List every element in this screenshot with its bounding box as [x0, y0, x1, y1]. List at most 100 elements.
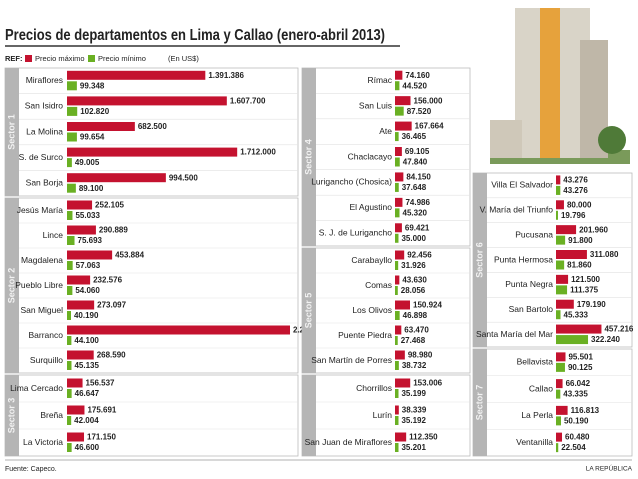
value-label: 90.125 — [568, 363, 593, 372]
district-name: Barranco — [29, 330, 64, 340]
bar — [556, 432, 563, 442]
bar — [67, 81, 77, 91]
district-name: San Borja — [26, 177, 64, 187]
district-name: Punta Hermosa — [494, 254, 553, 264]
bar — [556, 260, 565, 270]
bar — [67, 261, 73, 270]
district-name: Chorrillos — [356, 383, 392, 393]
value-label: 44.100 — [74, 336, 99, 345]
sector-label: Sector 4 — [303, 139, 313, 175]
bar — [395, 70, 403, 80]
district-name: Santa María del Mar — [476, 329, 553, 339]
bar — [395, 405, 399, 415]
value-label: 87.520 — [407, 107, 432, 116]
district-name: S. J. de Lurigancho — [319, 228, 393, 238]
bar — [67, 300, 95, 310]
district-name: Ate — [379, 126, 392, 136]
unit: (En US$) — [168, 54, 199, 63]
value-label: 22.504 — [561, 443, 586, 452]
sector-label: Sector 3 — [6, 398, 16, 434]
bar — [67, 132, 77, 142]
bar — [395, 172, 404, 182]
value-label: 19.796 — [561, 211, 586, 220]
bar — [395, 443, 399, 452]
district-name: Bellavista — [517, 357, 554, 367]
value-label: 35.199 — [401, 389, 426, 398]
legend-label: Precio mínimo — [98, 54, 146, 63]
value-label: 43.276 — [563, 176, 588, 185]
bar — [556, 352, 566, 362]
bar — [67, 432, 85, 442]
bar — [395, 378, 411, 388]
bar — [67, 236, 75, 245]
bar — [395, 416, 399, 425]
value-label: 36.465 — [402, 132, 427, 141]
bar — [395, 261, 399, 270]
district-name: Miraflores — [26, 75, 63, 85]
value-label: 290.889 — [99, 226, 128, 235]
bar — [556, 405, 568, 415]
bar — [556, 310, 561, 320]
district-name: San Miguel — [20, 305, 63, 315]
bar — [556, 274, 569, 284]
value-label: 1.391.386 — [208, 71, 244, 80]
value-label: 175.691 — [87, 406, 116, 415]
district-name: Carabayllo — [351, 255, 392, 265]
value-label: 171.150 — [87, 433, 116, 442]
value-label: 74.986 — [405, 198, 430, 207]
building — [490, 8, 630, 164]
value-label: 80.000 — [567, 200, 592, 209]
bar — [67, 183, 76, 193]
value-label: 89.100 — [79, 184, 104, 193]
value-label: 682.500 — [138, 122, 167, 131]
bar — [395, 197, 403, 207]
bar — [67, 311, 71, 320]
district-name: Magdalena — [21, 255, 63, 265]
district-name: Puente Piedra — [338, 330, 392, 340]
bar — [556, 443, 559, 453]
bar — [395, 121, 412, 131]
value-label: 46.898 — [403, 311, 428, 320]
bar — [395, 147, 402, 156]
bar — [556, 389, 561, 399]
value-label: 42.004 — [74, 416, 99, 425]
value-label: 45.333 — [564, 310, 589, 319]
bar — [556, 185, 561, 195]
sector-band — [5, 198, 19, 373]
district-name: San Martín de Porres — [311, 355, 392, 365]
value-label: 35.201 — [401, 443, 426, 452]
bar — [67, 286, 73, 295]
district-name: Comas — [365, 280, 392, 290]
bar — [556, 225, 577, 235]
district-name: La Victoria — [23, 437, 63, 447]
bar — [67, 378, 83, 388]
source: Fuente: Capeco. — [5, 466, 57, 473]
value-label: 45.135 — [74, 361, 99, 370]
sector-band — [473, 349, 487, 456]
bar — [67, 350, 94, 360]
sector-band — [473, 173, 487, 347]
value-label: 49.005 — [75, 158, 100, 167]
value-label: 75.693 — [78, 236, 103, 245]
value-label: 45.320 — [403, 208, 428, 217]
value-label: 38.732 — [402, 361, 427, 370]
sector-panel — [472, 172, 633, 348]
bar — [395, 389, 399, 398]
value-label: 99.348 — [80, 81, 105, 90]
value-label: 112.350 — [409, 433, 438, 442]
district-name: Lurigancho (Chosica) — [311, 177, 392, 187]
district-name: Breña — [40, 410, 63, 420]
district-name: S. de Surco — [19, 152, 64, 162]
value-label: 150.924 — [413, 301, 442, 310]
value-label: 273.097 — [97, 301, 126, 310]
bar — [67, 211, 73, 220]
value-label: 84.150 — [406, 173, 431, 182]
district-name: Ventanilla — [516, 437, 553, 447]
value-label: 43.335 — [563, 390, 588, 399]
bar — [395, 81, 400, 91]
bar — [556, 362, 565, 372]
value-label: 37.648 — [402, 183, 427, 192]
value-label: 27.468 — [401, 336, 426, 345]
tree — [598, 126, 626, 154]
sector-band — [302, 68, 316, 246]
